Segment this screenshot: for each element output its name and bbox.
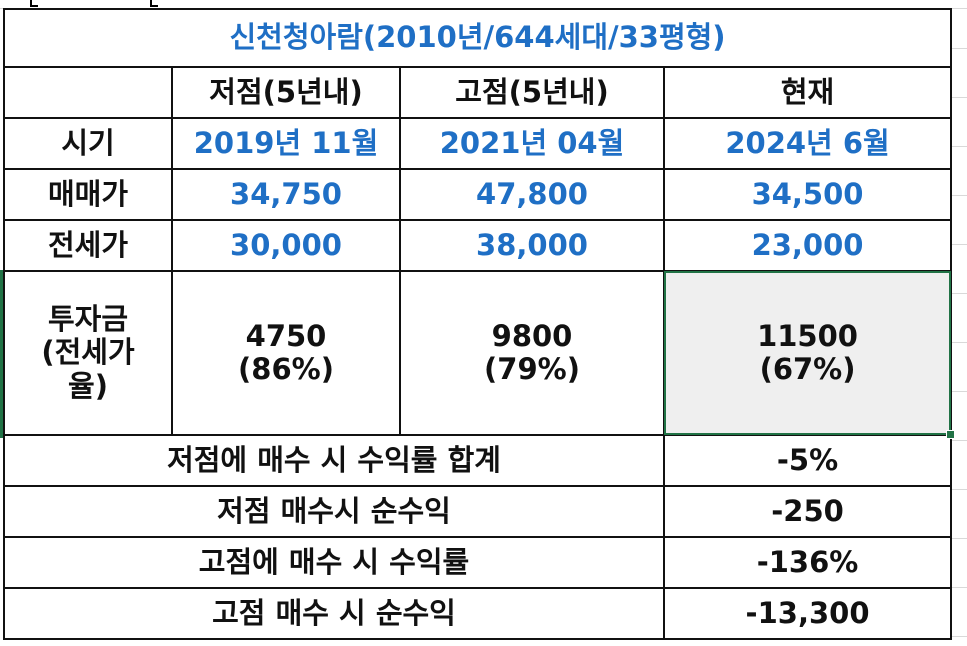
summary-label-low-return[interactable]: 저점에 매수 시 수익률 합계	[3, 434, 665, 487]
jeonse-current[interactable]: 23,000	[662, 219, 953, 272]
header-low[interactable]: 저점(5년내)	[171, 66, 401, 119]
investment-current-ratio: (67%)	[759, 352, 856, 386]
period-current[interactable]: 2024년 6월	[662, 117, 953, 170]
investment-current-selected-cell[interactable]: 11500 (67%)	[662, 270, 956, 439]
table-title[interactable]: 신천청아람(2010년/644세대/33평형)	[2, 8, 953, 68]
period-low[interactable]: 2019년 11월	[171, 117, 401, 170]
row-label-investment[interactable]: 투자금 (전세가 율)	[3, 270, 173, 436]
summary-value-high-return[interactable]: -136%	[662, 536, 953, 589]
row-selection-indicator	[0, 270, 3, 438]
header-empty-cell[interactable]	[3, 66, 173, 119]
grid-lines	[950, 0, 967, 646]
apartment-price-table: 신천청아람(2010년/644세대/33평형) 저점(5년내) 고점(5년내) …	[2, 8, 956, 640]
period-high[interactable]: 2021년 04월	[399, 117, 665, 170]
row-label-period[interactable]: 시기	[3, 117, 173, 170]
summary-value-low-profit[interactable]: -250	[662, 485, 953, 538]
row-label-sale[interactable]: 매매가	[3, 168, 173, 221]
investment-high-amount: 9800	[491, 318, 573, 353]
investment-low-amount: 4750	[245, 318, 327, 353]
sale-current[interactable]: 34,500	[662, 168, 953, 221]
row-label-jeonse[interactable]: 전세가	[3, 219, 173, 272]
investment-high[interactable]: 9800 (79%)	[399, 270, 665, 436]
investment-label-line2: (전세가	[41, 335, 135, 370]
header-high[interactable]: 고점(5년내)	[399, 66, 665, 119]
investment-label-line1: 투자금	[47, 301, 129, 336]
fill-handle[interactable]	[946, 430, 956, 439]
summary-value-high-profit[interactable]: -13,300	[662, 587, 953, 640]
cell-fragment	[150, 0, 158, 7]
summary-value-low-return[interactable]: -5%	[662, 434, 953, 487]
sale-high[interactable]: 47,800	[399, 168, 665, 221]
cell-fragment	[30, 0, 38, 7]
investment-low-ratio: (86%)	[238, 352, 334, 386]
jeonse-high[interactable]: 38,000	[399, 219, 665, 272]
sale-low[interactable]: 34,750	[171, 168, 401, 221]
header-current[interactable]: 현재	[662, 66, 953, 119]
summary-label-low-profit[interactable]: 저점 매수시 순수익	[3, 485, 665, 538]
investment-high-ratio: (79%)	[484, 352, 580, 386]
investment-current-amount: 11500	[757, 318, 858, 353]
jeonse-low[interactable]: 30,000	[171, 219, 401, 272]
investment-low[interactable]: 4750 (86%)	[171, 270, 401, 436]
investment-label-line3: 율)	[68, 368, 108, 403]
summary-label-high-return[interactable]: 고점에 매수 시 수익률	[3, 536, 665, 589]
summary-label-high-profit[interactable]: 고점 매수 시 순수익	[3, 587, 665, 640]
